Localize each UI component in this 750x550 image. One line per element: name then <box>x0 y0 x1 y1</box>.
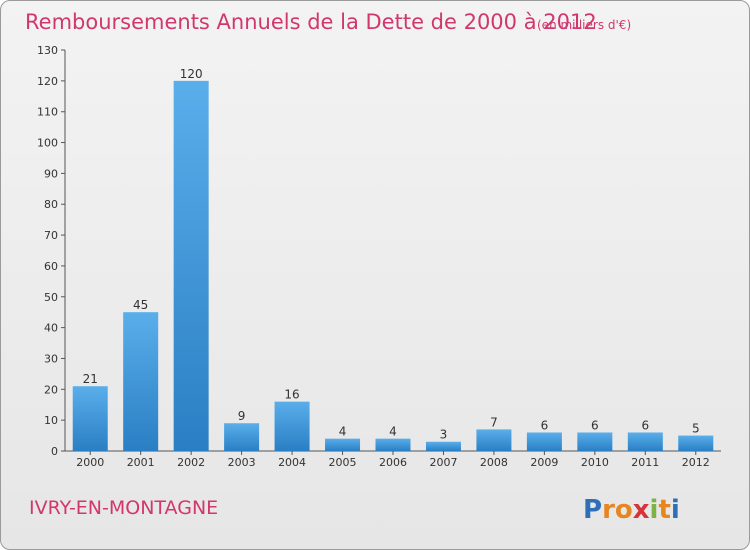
x-tick-label-2008: 2008 <box>480 456 508 469</box>
data-label-2007: 3 <box>440 428 448 442</box>
y-tick-label: 0 <box>51 445 58 458</box>
bar-2012 <box>678 435 714 451</box>
x-tick-label-2011: 2011 <box>631 456 659 469</box>
y-tick-label: 50 <box>44 291 58 304</box>
y-tick-label: 100 <box>37 137 58 150</box>
bar-2002 <box>173 80 209 451</box>
commune-name: IVRY-EN-MONTAGNE <box>29 497 218 519</box>
logo-letter: x <box>633 495 650 525</box>
data-label-2006: 4 <box>389 425 397 439</box>
bar-2003 <box>224 423 260 451</box>
bar-2000 <box>72 386 108 451</box>
bar-2008 <box>476 429 512 451</box>
logo-letter: i <box>650 495 659 525</box>
y-tick-label: 70 <box>44 229 58 242</box>
data-label-2011: 6 <box>641 418 649 432</box>
logo-letter: t <box>658 495 670 525</box>
bar-2007 <box>425 441 461 451</box>
proxiti-logo: Proxiti <box>583 495 680 525</box>
bar-2009 <box>526 432 562 451</box>
data-label-2008: 7 <box>490 415 498 429</box>
x-tick-label-2003: 2003 <box>228 456 256 469</box>
y-tick-label: 90 <box>44 167 58 180</box>
x-tick-label-2002: 2002 <box>177 456 205 469</box>
logo-letter: i <box>671 495 680 525</box>
data-label-2001: 45 <box>133 298 148 312</box>
y-tick-label: 60 <box>44 260 58 273</box>
bar-2011 <box>627 432 663 451</box>
x-tick-label-2000: 2000 <box>76 456 104 469</box>
x-tick-label-2007: 2007 <box>429 456 457 469</box>
bar-2004 <box>274 401 310 451</box>
y-tick-label: 20 <box>44 383 58 396</box>
y-tick-label: 10 <box>44 414 58 427</box>
y-tick-label: 40 <box>44 322 58 335</box>
bar-2001 <box>123 312 159 451</box>
data-label-2010: 6 <box>591 418 599 432</box>
x-tick-label-2010: 2010 <box>581 456 609 469</box>
data-label-2009: 6 <box>541 418 549 432</box>
y-tick-label: 120 <box>37 75 58 88</box>
data-label-2012: 5 <box>692 422 700 436</box>
y-ticks: 0 10 20 30 40 50 60 70 80 90 100 110 120 130 <box>37 44 65 458</box>
x-tick-label-2004: 2004 <box>278 456 306 469</box>
data-label-2005: 4 <box>339 425 347 439</box>
svg-text:Proxiti: Proxiti <box>583 495 680 525</box>
logo-letter: o <box>615 495 633 525</box>
x-tick-label-2005: 2005 <box>329 456 357 469</box>
data-label-2000: 21 <box>83 372 98 386</box>
x-tick-label-2006: 2006 <box>379 456 407 469</box>
logo-letter: P <box>583 495 602 525</box>
y-tick-label: 80 <box>44 198 58 211</box>
bar-2010 <box>577 432 613 451</box>
x-tick-label-2009: 2009 <box>530 456 558 469</box>
data-label-2004: 16 <box>284 388 299 402</box>
data-label-2003: 9 <box>238 409 246 423</box>
chart-title: Remboursements Annuels de la Dette de 20… <box>25 10 597 34</box>
x-tick-label-2012: 2012 <box>682 456 710 469</box>
x-tick-label-2001: 2001 <box>127 456 155 469</box>
data-label-2002: 120 <box>180 67 203 81</box>
bars: 21 45 120 9 16 4 4 3 7 6 6 6 5 <box>72 67 714 451</box>
y-tick-label: 130 <box>37 44 58 57</box>
bar-2006 <box>375 438 411 451</box>
x-ticks: 2000 2001 2002 2003 2004 2005 2006 2007 2008 2009… <box>76 451 710 469</box>
y-tick-label: 110 <box>37 106 58 119</box>
logo-letter: r <box>602 495 615 525</box>
bar-2005 <box>325 438 361 451</box>
chart-subtitle: (en milliers d'€) <box>537 18 631 32</box>
y-tick-label: 30 <box>44 352 58 365</box>
